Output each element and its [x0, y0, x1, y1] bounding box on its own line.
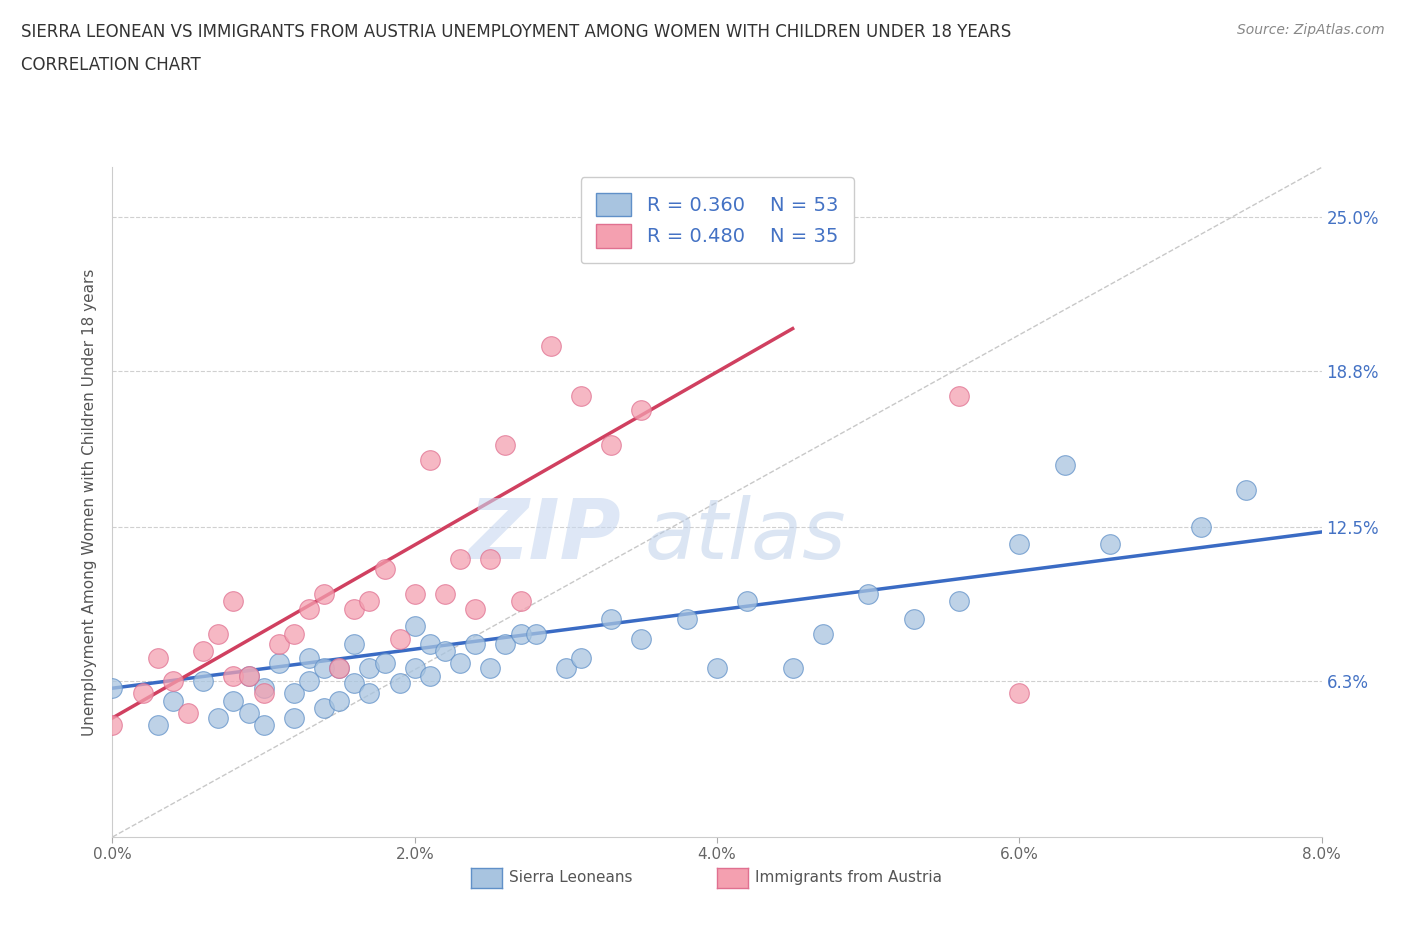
Text: SIERRA LEONEAN VS IMMIGRANTS FROM AUSTRIA UNEMPLOYMENT AMONG WOMEN WITH CHILDREN: SIERRA LEONEAN VS IMMIGRANTS FROM AUSTRI…	[21, 23, 1011, 41]
Point	[238, 669, 260, 684]
Text: Source: ZipAtlas.com: Source: ZipAtlas.com	[1237, 23, 1385, 37]
Text: Sierra Leoneans: Sierra Leoneans	[509, 870, 633, 885]
Point	[146, 651, 169, 666]
Point	[404, 661, 426, 676]
Point	[1053, 458, 1076, 472]
Point	[343, 636, 366, 651]
Point	[524, 626, 547, 641]
Point	[253, 718, 276, 733]
Point	[177, 706, 200, 721]
Point	[283, 685, 305, 700]
Point	[569, 388, 592, 403]
Point	[191, 673, 215, 688]
Text: ZIP: ZIP	[468, 495, 620, 577]
Point	[388, 676, 411, 691]
Point	[388, 631, 411, 646]
Point	[404, 618, 426, 633]
Point	[948, 388, 970, 403]
Point	[675, 611, 697, 626]
Point	[283, 626, 305, 641]
Point	[101, 718, 124, 733]
Point	[1234, 483, 1257, 498]
Point	[267, 636, 290, 651]
Point	[811, 626, 834, 641]
Point	[238, 669, 260, 684]
Point	[298, 651, 321, 666]
Point	[479, 551, 502, 566]
Point	[479, 661, 502, 676]
Text: atlas: atlas	[644, 495, 846, 577]
Point	[600, 611, 623, 626]
Point	[162, 673, 184, 688]
Point	[404, 587, 426, 602]
Point	[207, 626, 229, 641]
Point	[328, 661, 350, 676]
Point	[433, 587, 456, 602]
Point	[554, 661, 576, 676]
Point	[359, 685, 381, 700]
Point	[1008, 537, 1031, 551]
Point	[343, 676, 366, 691]
Point	[328, 693, 350, 708]
Point	[373, 656, 396, 671]
Point	[1098, 537, 1121, 551]
Point	[146, 718, 169, 733]
Point	[312, 700, 335, 715]
Point	[373, 562, 396, 577]
Point	[312, 587, 335, 602]
Point	[207, 711, 229, 725]
Point	[222, 693, 245, 708]
Point	[856, 587, 880, 602]
Point	[132, 685, 155, 700]
Point	[222, 669, 245, 684]
Point	[419, 669, 441, 684]
Y-axis label: Unemployment Among Women with Children Under 18 years: Unemployment Among Women with Children U…	[82, 269, 97, 736]
Legend: R = 0.360    N = 53, R = 0.480    N = 35: R = 0.360 N = 53, R = 0.480 N = 35	[581, 177, 853, 263]
Point	[464, 636, 486, 651]
Point	[1008, 685, 1031, 700]
Point	[267, 656, 290, 671]
Point	[630, 403, 652, 418]
Text: Immigrants from Austria: Immigrants from Austria	[755, 870, 942, 885]
Point	[359, 594, 381, 609]
Point	[782, 661, 804, 676]
Point	[948, 594, 970, 609]
Point	[903, 611, 925, 626]
Point	[298, 673, 321, 688]
Point	[238, 706, 260, 721]
Point	[569, 651, 592, 666]
Point	[751, 205, 773, 219]
Point	[419, 636, 441, 651]
Point	[162, 693, 184, 708]
Point	[1189, 520, 1212, 535]
Point	[737, 594, 759, 609]
Point	[495, 438, 517, 453]
Point	[495, 636, 517, 651]
Point	[253, 681, 276, 696]
Point	[101, 681, 124, 696]
Point	[464, 602, 486, 617]
Point	[540, 339, 562, 353]
Point	[343, 602, 366, 617]
Point	[449, 656, 471, 671]
Point	[706, 661, 728, 676]
Point	[222, 594, 245, 609]
Point	[509, 626, 531, 641]
Point	[298, 602, 321, 617]
Point	[328, 661, 350, 676]
Point	[630, 631, 652, 646]
Point	[359, 661, 381, 676]
Point	[509, 594, 531, 609]
Point	[419, 453, 441, 468]
Point	[283, 711, 305, 725]
Point	[433, 644, 456, 658]
Point	[191, 644, 215, 658]
Point	[600, 438, 623, 453]
Point	[253, 685, 276, 700]
Point	[312, 661, 335, 676]
Point	[449, 551, 471, 566]
Text: CORRELATION CHART: CORRELATION CHART	[21, 56, 201, 73]
